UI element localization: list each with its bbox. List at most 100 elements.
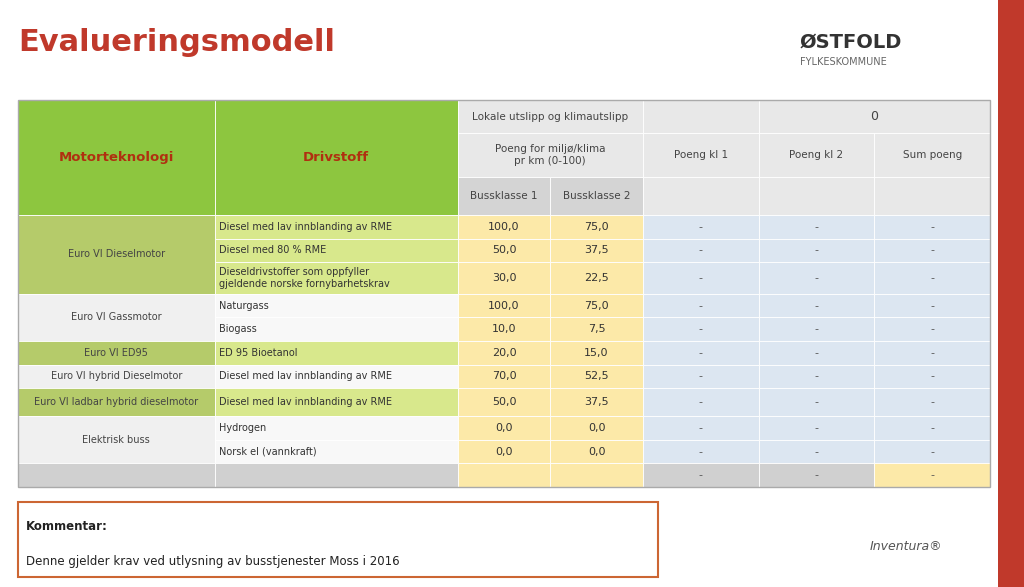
Bar — [874, 318, 990, 341]
Text: Euro VI Dieselmotor: Euro VI Dieselmotor — [68, 249, 165, 259]
Text: -: - — [814, 245, 818, 255]
Bar — [215, 262, 458, 294]
Text: Inventura®: Inventura® — [870, 541, 943, 554]
Bar — [458, 238, 550, 262]
Bar — [550, 464, 643, 487]
Text: Diesel med 80 % RME: Diesel med 80 % RME — [219, 245, 326, 255]
Text: 0,0: 0,0 — [496, 423, 513, 433]
Text: Diesel med lav innblanding av RME: Diesel med lav innblanding av RME — [219, 397, 392, 407]
Bar — [215, 464, 458, 487]
Bar — [759, 318, 874, 341]
Bar — [643, 262, 759, 294]
Bar — [458, 388, 550, 416]
Bar — [458, 294, 550, 318]
Bar — [643, 238, 759, 262]
Bar — [215, 440, 458, 464]
Bar — [215, 416, 458, 440]
Text: -: - — [698, 470, 702, 480]
Text: 15,0: 15,0 — [585, 348, 609, 357]
Bar — [874, 464, 990, 487]
Bar — [550, 294, 643, 318]
Bar — [759, 294, 874, 318]
Bar — [18, 464, 215, 487]
Text: -: - — [698, 348, 702, 357]
Text: -: - — [814, 397, 818, 407]
Bar — [215, 215, 458, 238]
Bar — [643, 133, 759, 177]
Bar — [643, 440, 759, 464]
Text: -: - — [930, 397, 934, 407]
Text: -: - — [698, 397, 702, 407]
Text: Motorteknologi: Motorteknologi — [58, 151, 174, 164]
Text: Biogass: Biogass — [219, 324, 256, 334]
Text: -: - — [930, 470, 934, 480]
Bar — [874, 215, 990, 238]
Bar — [458, 464, 550, 487]
Bar — [643, 416, 759, 440]
Text: 0,0: 0,0 — [588, 447, 605, 457]
Bar — [550, 388, 643, 416]
Text: 37,5: 37,5 — [585, 397, 609, 407]
Text: Euro VI Gassmotor: Euro VI Gassmotor — [71, 312, 162, 322]
Bar — [874, 416, 990, 440]
Bar — [18, 388, 215, 416]
Text: -: - — [930, 372, 934, 382]
Bar — [759, 133, 874, 177]
Bar — [458, 365, 550, 388]
Text: Drivstoff: Drivstoff — [303, 151, 370, 164]
Text: -: - — [698, 245, 702, 255]
Text: -: - — [930, 447, 934, 457]
Bar — [215, 365, 458, 388]
Bar — [550, 440, 643, 464]
Text: ED 95 Bioetanol: ED 95 Bioetanol — [219, 348, 297, 357]
Text: Poeng for miljø/klima
pr km (0-100): Poeng for miljø/klima pr km (0-100) — [495, 144, 605, 166]
Bar — [215, 388, 458, 416]
Bar — [215, 100, 458, 215]
Text: Diesel med lav innblanding av RME: Diesel med lav innblanding av RME — [219, 222, 392, 232]
Text: 52,5: 52,5 — [585, 372, 609, 382]
Text: Naturgass: Naturgass — [219, 301, 268, 311]
Text: 20,0: 20,0 — [492, 348, 516, 357]
Bar — [759, 365, 874, 388]
Bar — [759, 341, 874, 365]
Bar — [458, 262, 550, 294]
Bar — [550, 215, 643, 238]
Bar — [458, 215, 550, 238]
Text: -: - — [698, 423, 702, 433]
Bar — [215, 318, 458, 341]
Text: -: - — [698, 301, 702, 311]
Text: -: - — [930, 324, 934, 334]
Bar — [759, 464, 874, 487]
Text: 70,0: 70,0 — [492, 372, 516, 382]
Text: -: - — [930, 245, 934, 255]
Text: -: - — [698, 324, 702, 334]
Bar — [874, 177, 990, 215]
Text: -: - — [698, 447, 702, 457]
Text: Lokale utslipp og klimautslipp: Lokale utslipp og klimautslipp — [472, 112, 629, 122]
Text: 37,5: 37,5 — [585, 245, 609, 255]
Text: 7,5: 7,5 — [588, 324, 605, 334]
Bar — [643, 318, 759, 341]
Bar — [643, 388, 759, 416]
Text: 75,0: 75,0 — [585, 301, 609, 311]
Bar — [643, 215, 759, 238]
Text: -: - — [814, 273, 818, 283]
Bar — [874, 440, 990, 464]
Bar — [874, 262, 990, 294]
Bar — [458, 416, 550, 440]
Text: -: - — [814, 447, 818, 457]
Text: Euro VI hybrid Dieselmotor: Euro VI hybrid Dieselmotor — [50, 372, 182, 382]
Bar — [643, 365, 759, 388]
Text: 50,0: 50,0 — [492, 245, 516, 255]
Text: 0: 0 — [870, 110, 879, 123]
Bar — [874, 388, 990, 416]
Text: -: - — [698, 222, 702, 232]
Text: -: - — [698, 273, 702, 283]
Bar — [18, 416, 215, 464]
Text: -: - — [698, 372, 702, 382]
Bar — [874, 365, 990, 388]
Text: Hydrogen: Hydrogen — [219, 423, 266, 433]
Text: Euro VI ladbar hybrid dieselmotor: Euro VI ladbar hybrid dieselmotor — [34, 397, 199, 407]
Bar — [550, 365, 643, 388]
Text: -: - — [814, 324, 818, 334]
